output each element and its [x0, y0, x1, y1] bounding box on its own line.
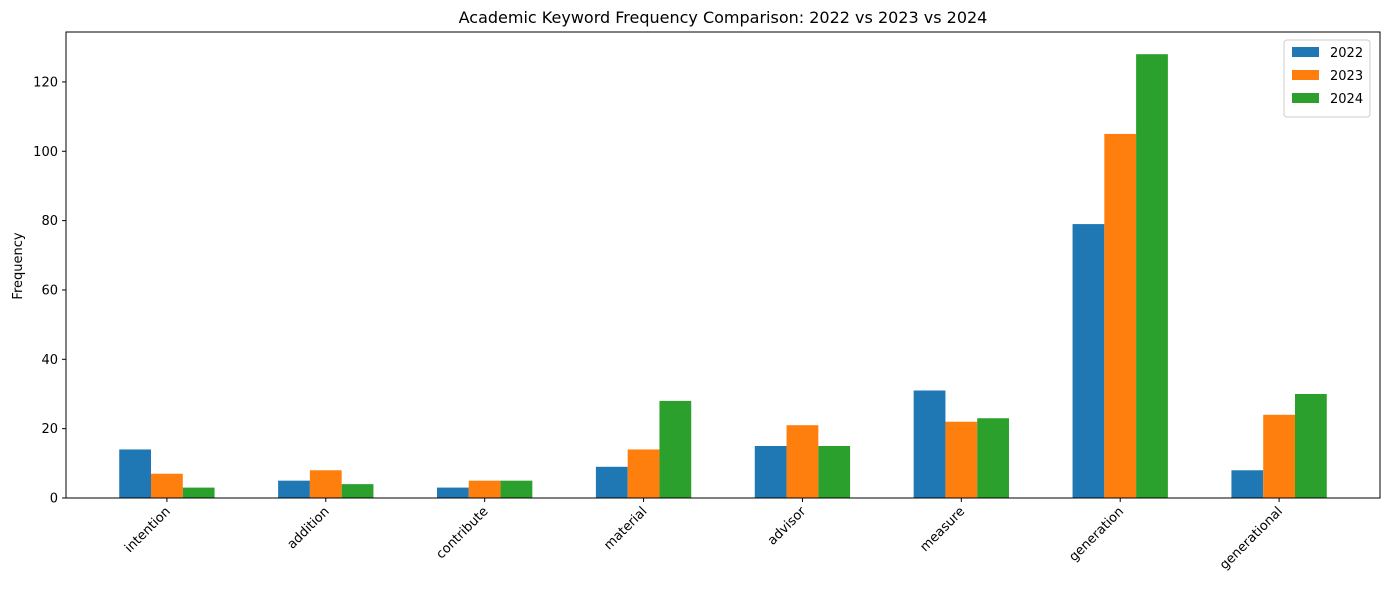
x-tick-label-advisor: advisor [765, 504, 810, 549]
plot-frame [65, 31, 1381, 499]
bar-2022-intention [119, 449, 152, 498]
x-tick-label-addition: addition [285, 504, 333, 552]
bar-2024-generational [1294, 393, 1327, 498]
legend-swatch-2023 [1292, 70, 1319, 80]
bar-2022-material [595, 466, 628, 498]
bar-2024-material [659, 400, 692, 498]
bar-2023-measure [945, 421, 978, 498]
bar-2023-material [627, 449, 660, 498]
y-axis-ticks: 0 20 40 60 80 100 120 [33, 75, 66, 507]
bar-2024-addition [341, 484, 374, 498]
y-tick-label: 100 [33, 145, 58, 160]
y-tick-label: 0 [50, 492, 58, 507]
x-tick-label-contribute: contribute [434, 504, 492, 562]
bar-2024-intention [182, 487, 215, 498]
x-axis-ticks: intention addition contribute material advis… [122, 498, 1286, 573]
chart-title: Academic Keyword Frequency Comparison: 2… [459, 8, 988, 27]
x-tick-label-intention: intention [122, 504, 174, 556]
legend-label-2024: 2024 [1330, 92, 1363, 107]
x-tick-label-material: material [601, 504, 650, 553]
bar-2022-generational [1231, 470, 1264, 498]
bar-2022-generation [1072, 224, 1105, 498]
bar-2023-contribute [468, 480, 501, 498]
bar-2022-contribute [437, 487, 469, 498]
bar-2024-advisor [818, 445, 851, 498]
bars-group [119, 54, 1327, 498]
y-tick-label: 80 [41, 214, 58, 229]
bar-2024-generation [1136, 54, 1168, 498]
legend-label-2022: 2022 [1330, 46, 1363, 61]
bar-2023-generational [1263, 414, 1295, 498]
legend-label-2023: 2023 [1330, 69, 1363, 84]
bar-2023-advisor [786, 425, 819, 498]
x-tick-label-generational: generational [1217, 504, 1286, 573]
bar-2023-generation [1104, 133, 1137, 498]
y-tick-label: 60 [41, 283, 58, 298]
bar-2022-measure [913, 390, 946, 498]
legend-swatch-2022 [1292, 47, 1319, 57]
legend-swatch-2024 [1292, 93, 1319, 103]
y-tick-label: 20 [41, 422, 58, 437]
legend: 2022 2023 2024 [1283, 39, 1371, 118]
y-axis-label: Frequency [11, 232, 26, 299]
bar-2024-measure [977, 418, 1009, 498]
bar-2022-advisor [754, 445, 787, 498]
x-tick-label-measure: measure [917, 504, 968, 555]
x-tick-label-generation: generation [1066, 504, 1127, 565]
bar-2023-intention [151, 473, 183, 498]
bar-2023-addition [309, 470, 342, 498]
y-tick-label: 120 [33, 75, 58, 90]
bar-2022-addition [278, 480, 310, 498]
bar-2024-contribute [500, 480, 533, 498]
y-tick-label: 40 [41, 353, 58, 368]
